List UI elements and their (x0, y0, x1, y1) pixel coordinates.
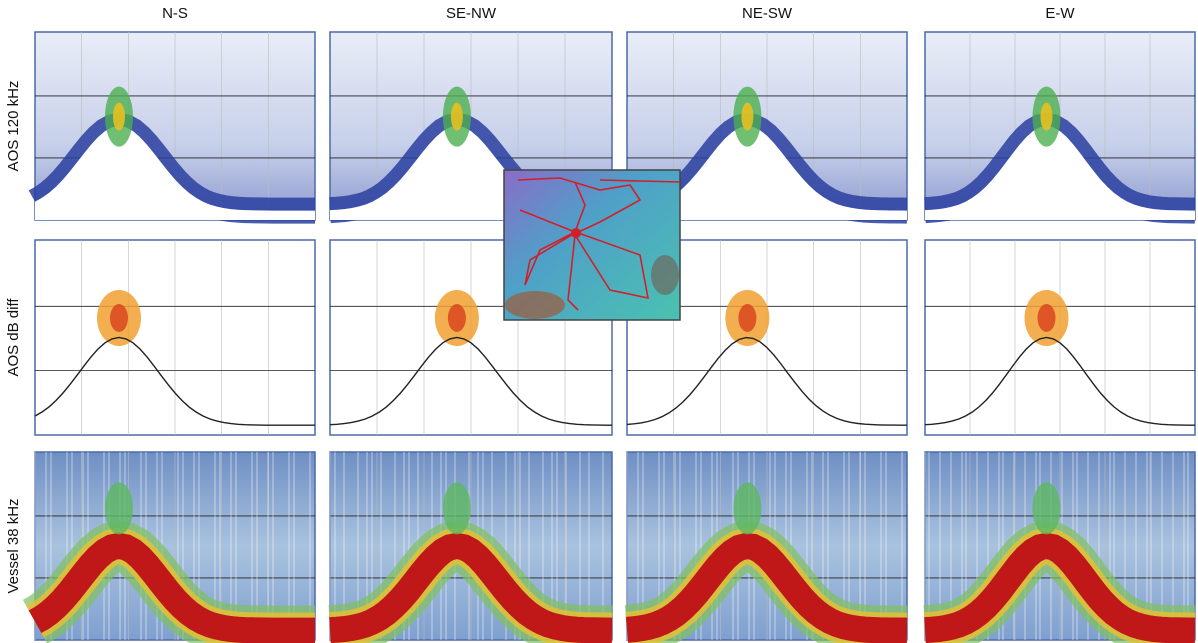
seabed-echo (625, 532, 908, 643)
column-header: NE-SW (742, 5, 793, 22)
fish-layer (1032, 482, 1061, 535)
fish-layer (105, 482, 133, 535)
fish-layer (110, 304, 128, 332)
fish-layer (1040, 102, 1053, 131)
fish-layer (741, 102, 754, 131)
fish-layer (442, 482, 471, 535)
echogram-panel (625, 31, 908, 224)
echogram-panel (22, 451, 316, 643)
column-header: SE-NW (446, 5, 497, 22)
panels (22, 31, 1196, 643)
fish-layer (738, 304, 757, 332)
fish-layer (733, 482, 762, 535)
row-label: AOS 120 kHz (5, 81, 22, 172)
inset-map (503, 169, 681, 321)
seabed (329, 336, 612, 426)
fish-layer (1037, 304, 1056, 332)
seabed (34, 336, 315, 426)
seabed (924, 336, 1195, 426)
echogram-panel (28, 31, 316, 224)
fish-layer (450, 102, 463, 131)
seabed (330, 126, 612, 220)
echogram-panel (924, 239, 1196, 436)
seabed (925, 126, 1195, 220)
seabed (627, 126, 907, 220)
row-label: Vessel 38 kHz (5, 498, 22, 593)
echogram-panel (34, 239, 316, 436)
fish-layer (113, 102, 125, 131)
row-label: AOS dB diff (5, 298, 22, 377)
echogram-panel (924, 31, 1196, 224)
echogram-panel (624, 451, 908, 643)
seabed-echo (924, 532, 1196, 643)
echogram-panel (328, 451, 613, 643)
echogram-panel (923, 451, 1196, 643)
seabed-echo (329, 532, 613, 643)
column-header: E-W (1045, 5, 1075, 22)
seabed-echo (28, 532, 315, 643)
seabed (626, 336, 907, 426)
fish-layer (447, 304, 466, 332)
column-header: N-S (162, 5, 188, 22)
seabed (35, 126, 315, 220)
